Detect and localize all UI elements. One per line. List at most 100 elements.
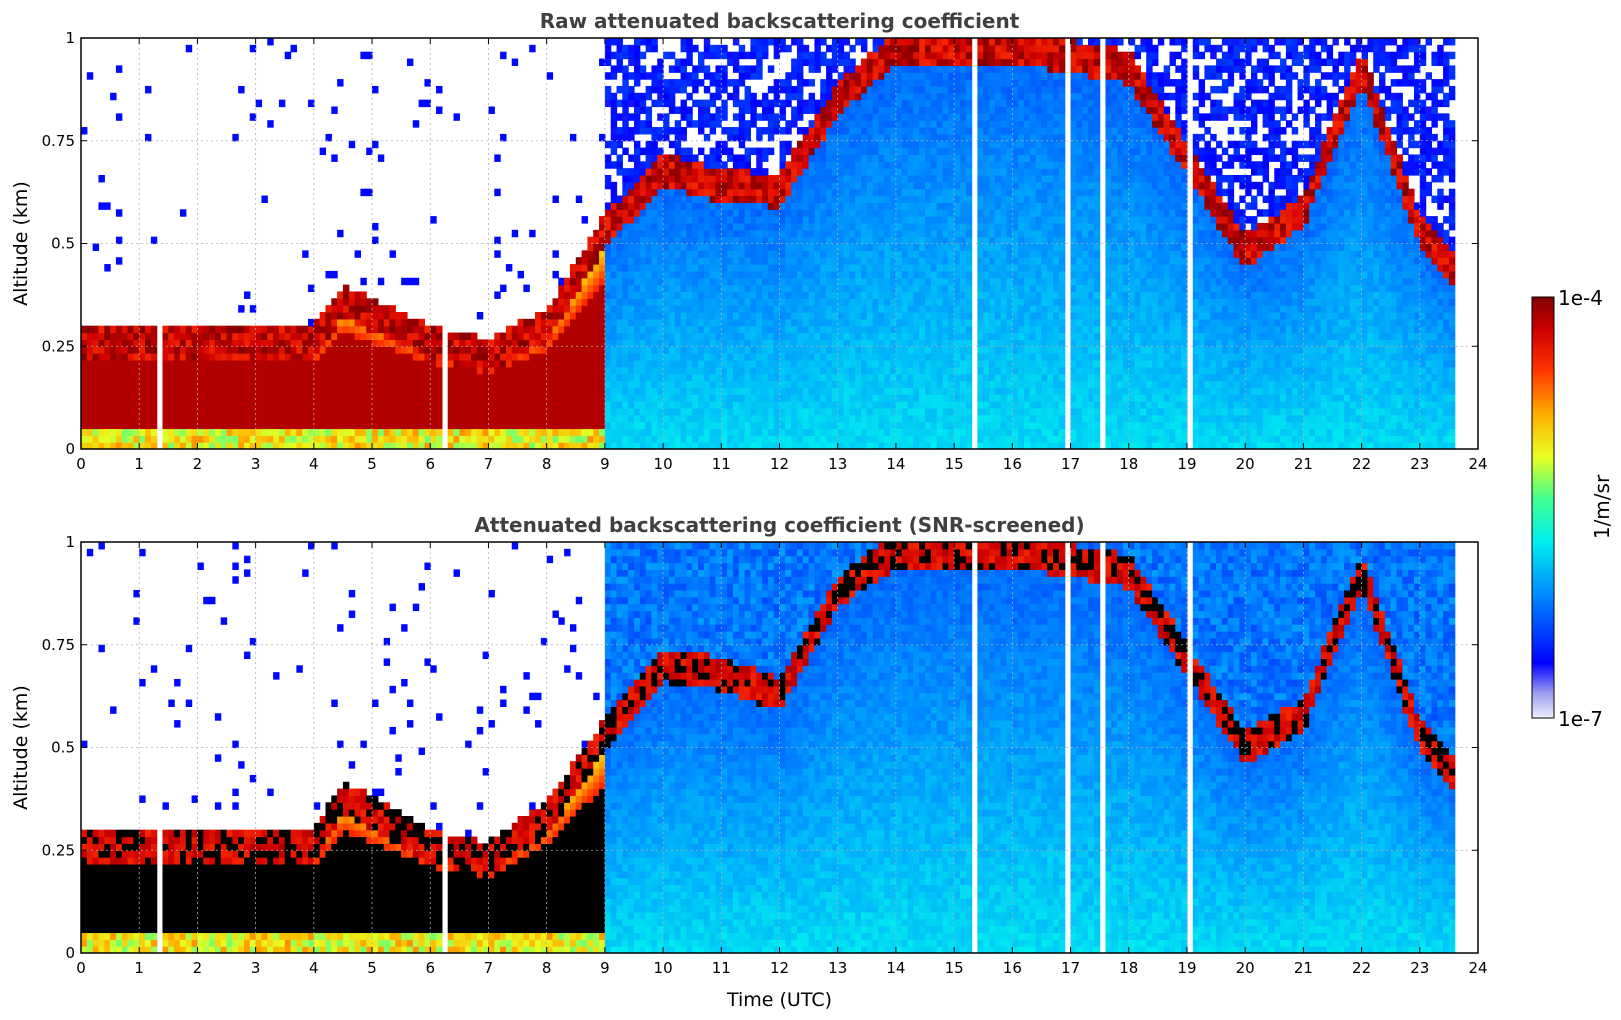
- heatmap-cell: [884, 127, 891, 135]
- heatmap-cell: [663, 168, 670, 176]
- heatmap-cell: [913, 58, 920, 66]
- heatmap-cell: [709, 318, 717, 327]
- heatmap-cell: [657, 305, 664, 313]
- heatmap-cell: [639, 38, 647, 46]
- heatmap-cell: [610, 339, 618, 347]
- heatmap-cell: [150, 421, 158, 430]
- heatmap-cell: [831, 435, 839, 443]
- heatmap-cell: [930, 161, 938, 169]
- heatmap-cell: [500, 387, 507, 395]
- heatmap-cell: [511, 58, 519, 66]
- heatmap-cell: [412, 435, 420, 443]
- heatmap-cell: [692, 318, 699, 327]
- heatmap-cell: [779, 250, 786, 258]
- heatmap-cell: [226, 428, 233, 436]
- heatmap-cell: [488, 346, 495, 354]
- heatmap-cell: [564, 394, 571, 402]
- heatmap-cell: [651, 168, 658, 176]
- heatmap-cell: [837, 99, 845, 108]
- heatmap-cell: [465, 366, 472, 375]
- heatmap-cell: [756, 373, 763, 382]
- heatmap-cell: [814, 133, 821, 142]
- heatmap-cell: [773, 222, 781, 231]
- heatmap-cell: [302, 421, 309, 430]
- heatmap-cell: [890, 359, 897, 368]
- heatmap-cell: [616, 58, 623, 66]
- heatmap-cell: [145, 366, 152, 375]
- heatmap-cell: [698, 359, 705, 368]
- heatmap-cell: [767, 250, 775, 258]
- heatmap-cell: [796, 209, 804, 217]
- heatmap-cell: [820, 154, 827, 162]
- heatmap-cell: [849, 188, 856, 197]
- heatmap-cell: [837, 127, 845, 135]
- heatmap-cell: [709, 236, 717, 245]
- heatmap-cell: [243, 359, 251, 368]
- heatmap-cell: [645, 257, 653, 265]
- heatmap-cell: [767, 65, 775, 73]
- heatmap-cell: [121, 414, 129, 423]
- heatmap-cell: [884, 257, 891, 265]
- heatmap-cell: [791, 270, 798, 279]
- heatmap-cell: [663, 291, 670, 299]
- heatmap-cell: [907, 284, 914, 293]
- heatmap-cell: [919, 373, 926, 382]
- heatmap-cell: [901, 65, 909, 73]
- heatmap-cell: [866, 421, 874, 430]
- heatmap-cell: [785, 209, 792, 217]
- heatmap-cell: [884, 38, 891, 46]
- heatmap-cell: [639, 394, 647, 402]
- heatmap-cell: [296, 421, 303, 430]
- heatmap-cell: [622, 85, 629, 94]
- heatmap-cell: [686, 270, 693, 279]
- heatmap-cell: [604, 175, 612, 183]
- heatmap-cell: [901, 140, 909, 149]
- heatmap-cell: [616, 65, 623, 73]
- heatmap-cell: [715, 168, 722, 176]
- heatmap-cell: [692, 435, 699, 443]
- heatmap-cell: [796, 113, 804, 121]
- heatmap-cell: [744, 380, 751, 388]
- heatmap-cell: [220, 346, 228, 354]
- heatmap-cell: [220, 380, 228, 388]
- heatmap-cell: [552, 332, 559, 340]
- heatmap-cell: [110, 401, 117, 409]
- heatmap-cell: [249, 442, 257, 449]
- heatmap-cell: [622, 421, 629, 430]
- heatmap-cell: [150, 380, 158, 388]
- heatmap-cell: [919, 209, 926, 217]
- heatmap-cell: [453, 332, 460, 340]
- heatmap-cell: [197, 394, 204, 402]
- heatmap-cell: [936, 394, 944, 402]
- heatmap-cell: [604, 270, 612, 279]
- heatmap-cell: [785, 175, 792, 183]
- heatmap-cell: [232, 373, 239, 382]
- heatmap-cell: [494, 291, 501, 299]
- heatmap-cell: [826, 181, 833, 190]
- heatmap-cell: [721, 428, 728, 436]
- heatmap-cell: [860, 346, 868, 354]
- heatmap-cell: [930, 407, 938, 416]
- heatmap-cell: [616, 291, 623, 299]
- heatmap-cell: [564, 284, 571, 293]
- heatmap-cell: [505, 339, 513, 347]
- heatmap-cell: [185, 366, 193, 375]
- heatmap-cell: [628, 318, 635, 327]
- heatmap-cell: [668, 387, 676, 395]
- heatmap-cell: [418, 318, 426, 327]
- heatmap-cell: [907, 359, 914, 368]
- heatmap-cell: [738, 236, 746, 245]
- heatmap-cell: [604, 277, 612, 286]
- heatmap-cell: [645, 44, 653, 53]
- heatmap-cell: [750, 202, 757, 210]
- heatmap-cell: [738, 312, 746, 320]
- heatmap-cell: [890, 222, 897, 231]
- heatmap-cell: [698, 394, 705, 402]
- heatmap-cell: [325, 332, 332, 340]
- heatmap-cell: [174, 325, 181, 334]
- heatmap-cell: [209, 421, 216, 430]
- heatmap-cell: [360, 51, 367, 60]
- heatmap-cell: [610, 147, 618, 156]
- heatmap-cell: [610, 401, 618, 409]
- heatmap-cell: [593, 229, 600, 238]
